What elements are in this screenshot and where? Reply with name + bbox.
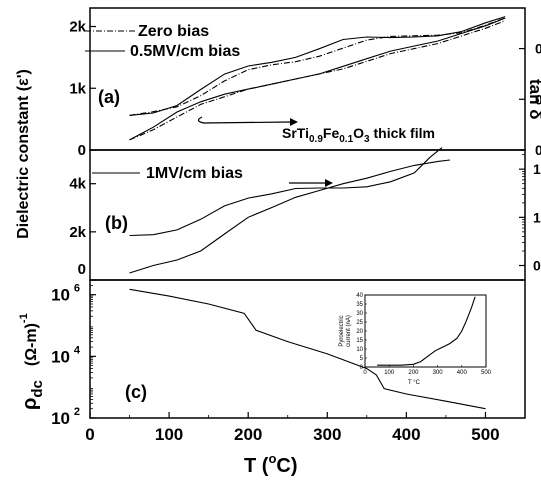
panel-b-arrowhead <box>325 179 333 187</box>
inset-y-tick-label: 25 <box>356 320 363 326</box>
panel-c-left-tick-label: 10 <box>51 409 70 428</box>
inset-y-label-line-1: Pyroelectric <box>339 315 345 346</box>
panel-c-label: (c) <box>125 382 147 402</box>
panel-a-right-tick-label: 0.0 <box>535 142 541 158</box>
inset-y-label-line-2: current (nA) <box>346 315 352 347</box>
dielectric-constant-axis-label: Dielectric constant (ε') <box>15 69 32 239</box>
inset-y-tick-label: 10 <box>356 347 363 353</box>
panel-a-annotation: SrTi0.9Fe0.1O3 thick film <box>282 125 435 145</box>
panel-c-x-tick-label: 0 <box>85 425 94 444</box>
inset-x-tick-label: 0 <box>363 370 367 376</box>
panel-c-series <box>129 288 486 410</box>
panel-a-arrowhead <box>290 118 298 126</box>
inset-x-tick-label: 300 <box>433 370 444 376</box>
panel-a-label: (a) <box>98 87 120 107</box>
panel-c-left-tick-exponent: 4 <box>74 344 81 356</box>
legend-one-mv-label: 1MV/cm bias <box>146 165 243 182</box>
panel-a-series-3 <box>129 17 506 141</box>
panel-c-left-tick-exponent: 2 <box>74 406 80 418</box>
panel-b-series-1 <box>129 159 450 274</box>
panel-b-right-tick-label: 0.1 <box>533 258 541 274</box>
inset-y-tick-label: 0 <box>360 365 364 371</box>
legend-half-bias-label: 0.5MV/cm bias <box>130 43 240 60</box>
panel-c-left-tick-label: 10 <box>51 347 70 366</box>
panel-b-ticks: 2k 4k 0 0.1 1 10 <box>69 154 541 281</box>
resistivity-axis-label: ρdc(Ω-m)-1 <box>18 313 46 410</box>
inset-x-tick-label: 500 <box>481 370 492 376</box>
panel-a-series-1 <box>129 16 506 116</box>
inset-y-tick-label: 5 <box>360 356 364 362</box>
inset-y-tick-label: 20 <box>356 329 363 335</box>
inset-x-tick-label: 400 <box>457 370 468 376</box>
panel-c-ticks: 10 210 410 60 100 200 300 400 500 <box>51 279 500 444</box>
panel-c-x-tick-label: 100 <box>155 425 183 444</box>
inset-y-tick-label: 35 <box>356 302 363 308</box>
inset-series-0 <box>377 296 476 366</box>
inset-x-label: T °C <box>408 380 421 386</box>
panel-c-x-tick-label: 400 <box>392 425 420 444</box>
panel-b-series-0 <box>129 147 443 237</box>
inset-frame <box>364 294 487 368</box>
inset-y-tick-label: 40 <box>356 293 363 299</box>
inset-x-tick-label: 200 <box>408 370 419 376</box>
panel-c-x-tick-label: 300 <box>313 425 341 444</box>
panel-b-series <box>129 147 450 274</box>
panel-a-ticks: 0 1k 2k 0.0 0.2 0.4 <box>69 19 541 159</box>
temperature-axis-label: T (oC) <box>244 451 298 477</box>
panel-a-right-tick-label: 0.4 <box>535 41 541 57</box>
panel-b-label: (b) <box>105 213 128 233</box>
panel-a-left-tick-label: 2k <box>69 19 86 36</box>
panel-a-left-tick-label: 0 <box>78 142 86 159</box>
panel-c: 10 210 410 60 100 200 300 400 500 (c) ρdc(Ω-m)-1… <box>18 279 526 477</box>
panel-b: 2k 4k 0 0.1 1 10 1MV/cm bias (b) <box>69 147 541 281</box>
panel-a-arrow <box>197 116 291 124</box>
panel-c-series-0 <box>129 288 486 410</box>
panel-b-right-tick-label: 1 <box>533 209 541 225</box>
panel-b-left-tick-label: 0 <box>78 261 86 278</box>
inset-x-tick-label: 100 <box>384 370 395 376</box>
legend-zero-bias-label: Zero bias <box>138 23 209 40</box>
panel-a-left-tick-label: 1k <box>69 80 86 97</box>
panel-b-left-tick-label: 4k <box>69 176 86 193</box>
inset-y-tick-label: 15 <box>356 338 363 344</box>
tan-delta-axis-label: tan δ <box>526 79 541 120</box>
panel-a-right-tick-label: 0.2 <box>535 91 541 107</box>
panel-c-left-tick-label: 10 <box>51 286 70 305</box>
inset-series <box>377 296 476 366</box>
panel-c-x-tick-label: 500 <box>471 425 499 444</box>
inset-y-tick-label: 30 <box>356 311 363 317</box>
panel-b-right-tick-label: 10 <box>533 161 541 177</box>
panel-a: 0 1k 2k 0.0 0.2 0.4 Zero bias 0.5MV/cm bias (… <box>69 7 541 159</box>
panel-b-left-tick-label: 2k <box>69 224 86 241</box>
panel-c-frame <box>89 279 526 419</box>
panel-c-left-tick-exponent: 6 <box>74 283 80 295</box>
panel-c-x-tick-label: 200 <box>234 425 262 444</box>
panel-a-series <box>129 16 506 141</box>
